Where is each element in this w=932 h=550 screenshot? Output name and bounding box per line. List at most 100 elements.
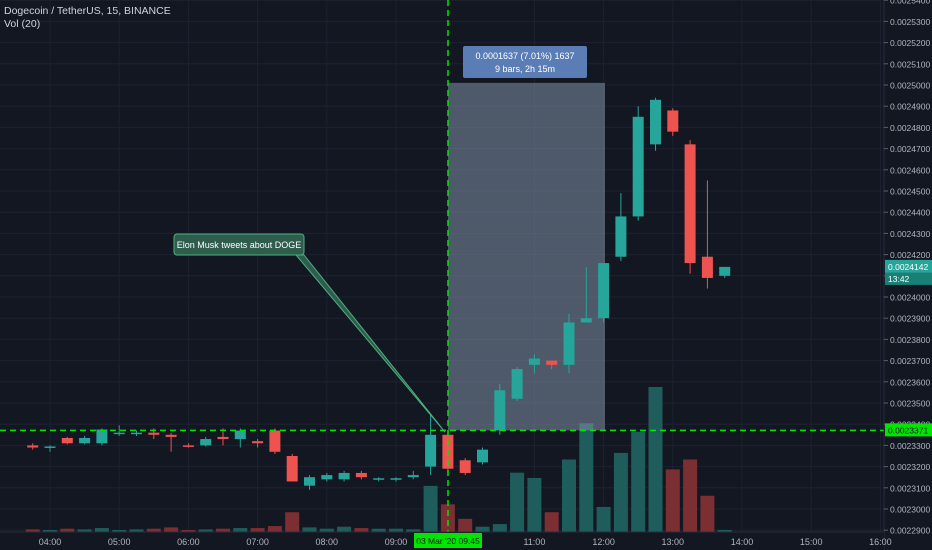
price-tick-label-15: 0.0024300 [890,229,930,239]
price-tick-label-26: 0.0025400 [890,0,930,6]
current-price-tag [885,259,932,273]
candle-body-38 [684,144,696,264]
volume-bar-36 [648,387,663,532]
candle-body-33 [598,263,610,319]
chart-header: Dogecoin / TetherUS, 15, BINANCE Vol (20… [4,5,171,30]
candle-body-8 [165,434,177,437]
price-tick-label-8: 0.0023600 [890,377,930,387]
candle-body-4 [96,429,108,444]
volume-bar-14 [267,526,282,532]
candle-body-16 [304,477,315,486]
volume-bar-26 [475,526,490,532]
volume-bar-35 [631,431,646,532]
crosshair-time-label-box [414,533,482,548]
volume-bar-4 [94,528,109,532]
candle-body-5 [113,432,125,435]
candle-body-3 [79,437,91,444]
time-tick-label-7: 12:00 [592,537,615,547]
crosshair-price-text: 0.0023371 [888,425,928,435]
volume-bar-31 [562,459,576,532]
countdown-text: 13:42 [888,274,910,284]
volume-bar-37 [665,469,680,532]
candle-body-25 [459,460,471,473]
time-tick-label-1: 05:00 [108,537,131,547]
volume-bar-28 [510,472,525,532]
price-tick-label-24: 0.0025200 [890,38,930,48]
candle-body-28 [511,369,523,399]
crosshair [0,0,884,532]
candle-body-36 [650,99,661,145]
price-tick-label-5: 0.0023300 [890,441,930,451]
time-tick-label-0: 04:00 [39,537,62,547]
candle-body-0 [27,445,39,448]
candle-body-11 [217,436,229,440]
price-tick-label-25: 0.0025300 [890,17,930,27]
volume-bar-23 [423,485,438,532]
time-tick-label-2: 06:00 [177,537,200,547]
measure-bars-text: 9 bars, 2h 15m [495,64,555,74]
candle-body-19 [355,472,367,478]
volume-bar-15 [285,512,300,532]
current-price-text: 0.0024142 [888,262,928,272]
candle-body-2 [61,437,73,444]
volume-bar-40 [717,530,732,532]
candle-body-29 [528,358,540,365]
measure-label-box [463,46,587,78]
candle-body-37 [667,110,679,132]
candle-body-22 [407,475,419,478]
candle-body-17 [321,475,333,480]
volume-bar-2 [60,528,75,532]
annotation-box [173,233,305,256]
volume-bar-27 [492,524,507,532]
candle-body-14 [269,430,281,452]
crosshair-price-tag [885,423,932,437]
volume-bar-32 [579,423,594,532]
price-tick-label-12: 0.0024000 [890,293,930,303]
volume-bar-9 [181,530,196,532]
crosshair-time-label: 03 Mar '20 09:45 [416,536,480,546]
price-tick-label-3: 0.0023100 [890,483,930,493]
annotation[interactable]: Elon Musk tweets about DOGE [173,233,446,433]
candle-body-23 [425,434,437,467]
price-tick-label-10: 0.0023800 [890,335,930,345]
volume-bar-1 [43,530,57,532]
volume-bar-8 [164,527,179,532]
price-tick-label-20: 0.0024800 [890,123,930,133]
candle-body-7 [148,432,160,435]
candle-body-18 [338,472,350,480]
candle-body-39 [701,256,713,278]
volume-bar-11 [216,528,230,532]
volume-indicator-label: Vol (20) [4,18,40,30]
price-tick-label-2: 0.0023000 [890,505,930,515]
price-tick-label-9: 0.0023700 [890,356,930,366]
time-axis[interactable]: 04:00 05:00 06:00 07:00 08:00 09:00 11:00 12:00… [0,531,892,550]
price-tick-label-1: 0.0022900 [890,526,930,536]
time-tick-label-6: 11:00 [523,537,545,547]
time-tick-label-11: 16:00 [869,537,892,547]
candle-body-20 [373,478,385,480]
candle-body-6 [131,432,142,435]
volume-bar-20 [371,528,386,532]
time-tick-label-8: 13:00 [662,537,685,547]
candle-body-31 [563,322,575,365]
volume-bar-7 [146,528,161,532]
volume-bar-13 [250,528,265,532]
volume-bar-39 [700,495,715,532]
candle-body-35 [632,116,644,217]
price-tick-label-23: 0.0025100 [890,59,930,69]
volume-bar-5 [112,530,127,532]
measure-change-text: 0.0001637 (7.01%) 1637 [475,51,574,61]
candle-body-21 [390,478,402,480]
candle-body-9 [182,445,194,447]
candle-body-1 [44,446,56,448]
time-tick-label-4: 08:00 [316,537,339,547]
volume-bar-30 [544,512,559,532]
candle-body-40 [719,266,731,276]
volume-bar-3 [77,529,92,532]
symbol-title: Dogecoin / TetherUS, 15, BINANCE [4,5,171,17]
price-tick-label-22: 0.0025000 [890,81,930,91]
measure-tool[interactable]: 0.0001637 (7.01%) 1637 9 bars, 2h 15m [448,46,605,431]
price-tick-label-19: 0.0024700 [890,144,930,154]
time-tick-label-3: 07:00 [246,537,269,547]
